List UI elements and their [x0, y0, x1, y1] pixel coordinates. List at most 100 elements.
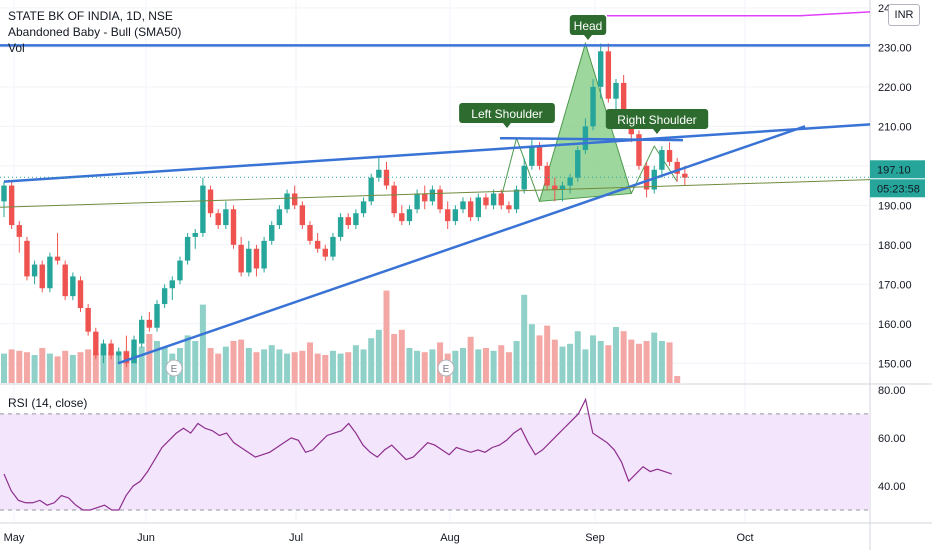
price-tick-label: 210.00	[878, 121, 912, 133]
volume-bar	[482, 348, 489, 383]
symbol-title[interactable]: STATE BK OF INDIA, 1D, NSE	[8, 9, 173, 23]
candle-body	[483, 197, 489, 206]
volume-bar	[138, 346, 145, 383]
volume-bar	[92, 353, 99, 383]
candle-body	[383, 169, 390, 186]
volume-bar	[307, 342, 313, 383]
volume-bar	[337, 353, 344, 383]
countdown-tag: 05:23:58	[870, 179, 925, 198]
time-tick-label: Aug	[440, 532, 460, 544]
price-tick-label: 190.00	[878, 200, 912, 212]
indicator-label[interactable]: Abandoned Baby - Bull (SMA50)	[8, 25, 182, 39]
candle-body	[24, 240, 30, 277]
candle-body	[613, 82, 619, 99]
volume-bar	[628, 339, 635, 383]
volume-bar	[8, 349, 15, 383]
drawings[interactable]: Head Left Shoulder Right Shoulder	[0, 11, 871, 365]
rsi-plot	[3, 397, 672, 511]
volume-bar	[16, 350, 23, 383]
candle-body	[376, 169, 382, 178]
volume-label[interactable]: Vol	[8, 41, 25, 55]
time-tick-label: Oct	[736, 532, 753, 544]
currency-badge[interactable]: INR	[888, 4, 920, 26]
volume-bar	[498, 345, 505, 383]
volume-bar	[261, 349, 268, 383]
candle-body	[529, 146, 535, 166]
candle-body	[31, 264, 38, 277]
candles[interactable]	[1, 43, 688, 368]
rsi-label[interactable]: RSI (14, close)	[8, 396, 88, 410]
rsi-band	[0, 413, 870, 510]
background-layer	[0, 41, 870, 511]
right-shoulder-label-bg	[605, 109, 709, 129]
candle-body	[131, 339, 137, 364]
candle-body	[490, 193, 497, 206]
volume-bar	[345, 352, 352, 383]
volume-bar	[421, 352, 428, 383]
earnings-marker-text: E	[171, 364, 178, 375]
volume-bar	[475, 349, 482, 383]
left-shoulder-label-pointer	[503, 123, 511, 128]
volume-bar	[222, 346, 229, 383]
volume-bar	[536, 335, 543, 383]
candle-body	[406, 209, 413, 222]
candle-body	[475, 197, 481, 218]
time-axis[interactable]: May Jun Jul Aug Sep Oct	[4, 532, 754, 544]
head-label-text: Head	[574, 19, 603, 33]
candle-body	[154, 304, 160, 328]
volume-bar	[574, 331, 581, 383]
volume-bar	[513, 341, 520, 383]
time-tick-label: Sep	[585, 532, 605, 544]
volume-bar	[505, 352, 512, 383]
volume-bar	[398, 329, 405, 383]
price-tick-label: 160.00	[878, 319, 912, 331]
volume-bar	[567, 343, 574, 383]
candle-body	[437, 189, 443, 210]
volume-bar	[100, 346, 107, 383]
volume-bar	[544, 325, 551, 383]
volume-bar	[620, 331, 627, 383]
candle-body	[47, 256, 53, 289]
last-price-tag: 197.10	[870, 160, 925, 179]
candle-body	[8, 185, 15, 226]
candle-body	[215, 213, 221, 226]
earnings-marker	[165, 359, 183, 377]
volume-bar	[551, 339, 558, 383]
volume-bar	[199, 304, 206, 383]
volume-bar	[39, 348, 46, 383]
head-label-bg	[569, 15, 607, 35]
candle-body	[123, 351, 130, 364]
candle-body	[269, 225, 275, 241]
price-tick-label: 230.00	[878, 42, 912, 54]
volume-bar	[314, 353, 321, 383]
pattern-right-shoulder	[630, 145, 678, 194]
candle-body	[314, 240, 321, 249]
candle-body	[230, 209, 237, 245]
left-shoulder-label: Left Shoulder	[459, 103, 555, 128]
candle-body	[674, 161, 680, 174]
time-tick-label: Jun	[137, 532, 155, 544]
candle-body	[605, 51, 612, 99]
volume-bar	[368, 338, 375, 383]
left-shoulder-label-bg	[459, 103, 555, 123]
earnings-marker-text: E	[443, 364, 450, 375]
candle-body	[467, 201, 474, 218]
candle-body	[666, 150, 673, 162]
volume-bar	[635, 343, 642, 383]
candle-body	[93, 331, 99, 356]
volume-bar	[1, 353, 7, 383]
countdown-tag-text: 05:23:58	[877, 183, 920, 195]
last-price-tag-bg	[870, 160, 925, 179]
candle-body	[192, 232, 198, 237]
candle-body	[636, 134, 642, 166]
candle-body	[322, 248, 328, 257]
candle-body	[169, 280, 175, 289]
right-shoulder-label-text: Right Shoulder	[617, 113, 696, 127]
volume-bar	[452, 350, 459, 383]
volume-bar	[276, 349, 283, 383]
candle-body	[360, 201, 367, 214]
price-axis[interactable]: 150.00160.00170.00180.00190.00200.00210.…	[870, 3, 925, 493]
candle-body	[345, 217, 351, 226]
candle-body	[139, 319, 145, 344]
